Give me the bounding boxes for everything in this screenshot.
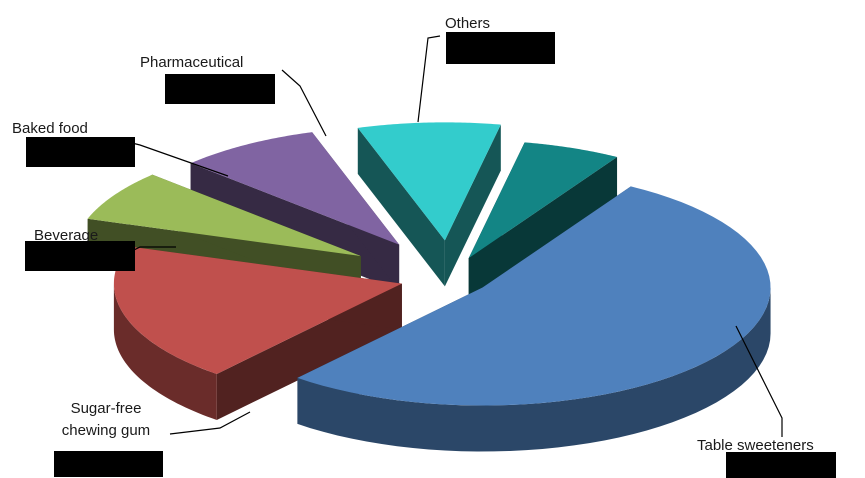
slice-wall: [468, 156, 618, 305]
slice-top: [113, 246, 402, 374]
redacted-value-box: [26, 137, 135, 167]
redacted-value-box: [726, 452, 836, 478]
slice-pharmaceutical: [357, 122, 501, 287]
slice-wall: [357, 127, 445, 287]
pie-slices: [87, 122, 771, 452]
slice-top: [87, 174, 361, 257]
slice-others: [468, 142, 618, 305]
leader-line-sugar-free-chewing-gum: [169, 411, 251, 435]
slice-top: [357, 122, 501, 241]
slice-table-sweeteners: [297, 186, 771, 452]
slice-label-pharmaceutical: Pharmaceutical: [140, 54, 243, 71]
redacted-value-box: [25, 241, 135, 271]
slice-label-baked-food: Baked food: [12, 120, 88, 137]
slice-top: [297, 186, 771, 406]
slice-top: [190, 132, 400, 245]
slice-rim: [113, 283, 217, 420]
pie-labels: Table sweeteners Sugar-free chewing gum Bev…: [12, 15, 836, 478]
slice-label-sugar-free-chewing-gum: Sugar-free chewing gum: [62, 400, 150, 439]
slice-sugar-free-chewing-gum: [113, 246, 402, 420]
leader-line-others: [417, 35, 441, 123]
redacted-value-box: [165, 74, 275, 104]
slice-rim: [297, 287, 771, 452]
leader-line-table-sweeteners: [735, 325, 783, 437]
leader-line-pharmaceutical: [281, 69, 327, 137]
slice-label-beverage: Beverage: [34, 227, 98, 244]
redacted-value-box: [446, 32, 555, 64]
redacted-value-box: [54, 451, 163, 477]
leader-line-beverage: [133, 246, 176, 251]
slice-wall: [444, 124, 501, 287]
slice-label-table-sweeteners: Table sweeteners: [697, 437, 814, 454]
slice-label-others: Others: [445, 15, 490, 32]
slice-top: [468, 142, 618, 259]
